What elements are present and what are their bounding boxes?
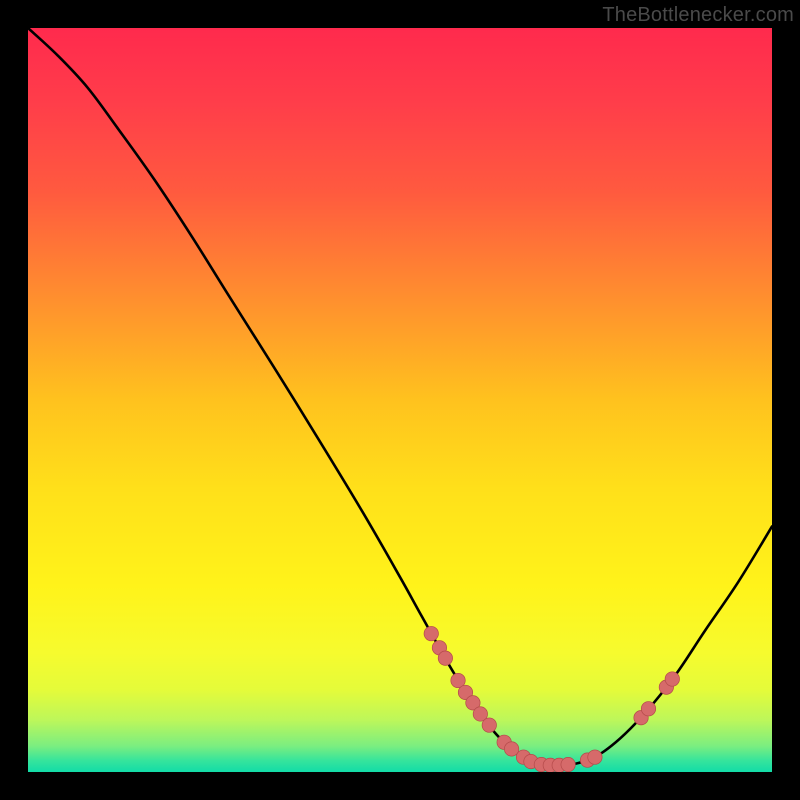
data-marker bbox=[665, 672, 679, 686]
data-marker bbox=[561, 757, 575, 771]
watermark-text: TheBottlenecker.com bbox=[602, 4, 794, 27]
plot-area bbox=[28, 28, 772, 772]
data-marker bbox=[641, 702, 655, 716]
data-marker bbox=[588, 750, 602, 764]
data-markers bbox=[424, 626, 679, 772]
data-marker bbox=[438, 651, 452, 665]
figure-container: TheBottlenecker.com bbox=[0, 0, 800, 800]
data-marker bbox=[424, 626, 438, 640]
curve-line bbox=[28, 28, 772, 766]
bottleneck-curve bbox=[28, 28, 772, 772]
data-marker bbox=[482, 718, 496, 732]
